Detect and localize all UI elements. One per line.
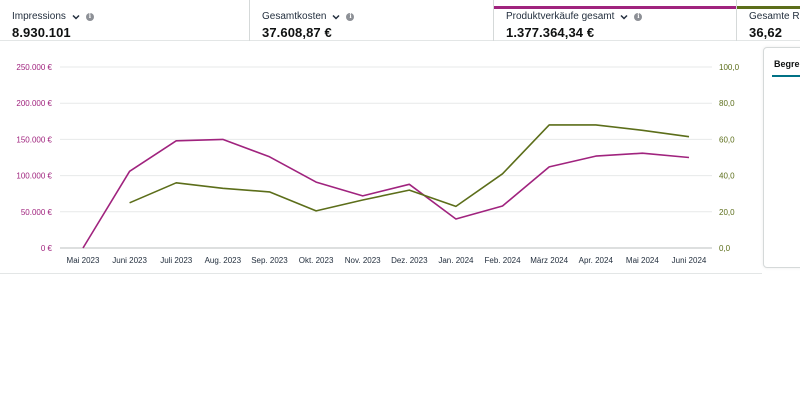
x-axis-tick-label: Jan. 2024 <box>438 256 474 265</box>
metric-value: 36,62 <box>749 25 783 40</box>
metric-value: 1.377.364,34 € <box>506 25 595 40</box>
x-axis-tick-label: Juni 2024 <box>672 256 707 265</box>
performance-line-chart: 0 € 50.000 € 100.000 € 150.000 € 200.000 € 25… <box>16 63 740 265</box>
x-axis-tick-label: Okt. 2023 <box>299 256 334 265</box>
metric-label: Gesamte ROAS <box>749 11 800 22</box>
left-axis-tick-label: 150.000 € <box>16 135 52 144</box>
chart-gridlines <box>60 66 712 249</box>
chart-series <box>82 124 690 249</box>
metric-total-roas[interactable]: Gesamte ROAS 36,62 <box>737 0 800 41</box>
x-axis-tick-label: Sep. 2023 <box>251 256 288 265</box>
metrics-bar: Impressions i 8.930.101 Gesamtkosten i 3… <box>0 0 800 41</box>
right-axis-tick-label: 20,0 <box>719 208 735 217</box>
right-axis-tick-label: 60,0 <box>719 135 735 144</box>
x-axis: Mai 2023 Juni 2023 Juli 2023 Aug. 2023 Sep. … <box>67 256 707 265</box>
metric-header: Produktverkäufe gesamt i <box>506 11 736 22</box>
x-axis-tick-label: Nov. 2023 <box>345 256 381 265</box>
x-axis-tick-label: Aug. 2023 <box>205 256 242 265</box>
chevron-down-icon[interactable] <box>619 12 629 22</box>
metric-header: Gesamte ROAS <box>749 11 800 22</box>
info-icon[interactable]: i <box>634 12 643 21</box>
x-axis-tick-label: Juni 2023 <box>112 256 147 265</box>
metric-label: Gesamtkosten <box>262 11 327 22</box>
metric-accent-bar <box>737 6 800 9</box>
metric-impressions[interactable]: Impressions i 8.930.101 <box>0 0 250 41</box>
x-axis-tick-label: März 2024 <box>530 256 568 265</box>
metric-label: Impressions <box>12 11 66 22</box>
metric-total-sales[interactable]: Produktverkäufe gesamt i 1.377.364,34 € <box>494 0 737 41</box>
left-axis-tick-label: 50.000 € <box>21 208 53 217</box>
right-axis-tick-label: 80,0 <box>719 99 735 108</box>
info-icon[interactable]: i <box>85 12 94 21</box>
right-axis-tick-label: 0,0 <box>719 244 731 253</box>
chevron-down-icon[interactable] <box>331 12 341 22</box>
right-axis-tick-label: 40,0 <box>719 172 735 181</box>
info-icon[interactable]: i <box>346 12 355 21</box>
right-y-axis: 0,0 20,0 40,0 60,0 80,0 100,0 <box>719 63 740 253</box>
left-y-axis: 0 € 50.000 € 100.000 € 150.000 € 200.000 € 25… <box>16 63 52 253</box>
left-axis-tick-label: 200.000 € <box>16 99 52 108</box>
x-axis-tick-label: Dez. 2023 <box>391 256 428 265</box>
metric-total-cost[interactable]: Gesamtkosten i 37.608,87 € <box>250 0 494 41</box>
x-axis-tick-label: Apr. 2024 <box>579 256 614 265</box>
metric-header: Impressions i <box>12 11 249 22</box>
sales-series-line <box>82 138 690 249</box>
tab-begrenzung[interactable]: Begren <box>774 59 800 69</box>
x-axis-tick-label: Feb. 2024 <box>485 256 522 265</box>
side-panel: Begren <box>763 47 800 268</box>
roas-series-line <box>129 124 690 212</box>
metric-value: 8.930.101 <box>12 25 71 40</box>
active-tab-indicator <box>772 75 800 77</box>
x-axis-tick-label: Mai 2024 <box>626 256 659 265</box>
left-axis-tick-label: 250.000 € <box>16 63 52 72</box>
metric-header: Gesamtkosten i <box>262 11 493 22</box>
right-axis-tick-label: 100,0 <box>719 63 740 72</box>
x-axis-tick-label: Juli 2023 <box>160 256 193 265</box>
divider <box>0 273 762 274</box>
x-axis-tick-label: Mai 2023 <box>67 256 100 265</box>
left-axis-tick-label: 0 € <box>41 244 53 253</box>
metric-accent-bar <box>494 6 736 9</box>
chevron-down-icon[interactable] <box>71 12 81 22</box>
metric-value: 37.608,87 € <box>262 25 332 40</box>
left-axis-tick-label: 100.000 € <box>16 172 52 181</box>
metric-label: Produktverkäufe gesamt <box>506 11 615 22</box>
